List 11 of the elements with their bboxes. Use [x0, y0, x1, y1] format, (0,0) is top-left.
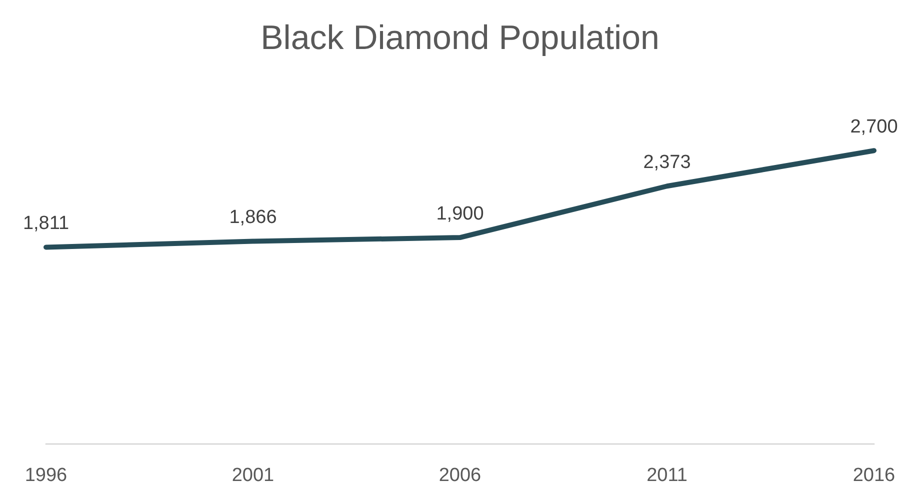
- data-label: 2,700: [850, 116, 898, 138]
- data-label: 1,811: [22, 213, 70, 234]
- x-tick-label: 2006: [438, 465, 482, 486]
- data-label: 2,373: [643, 152, 691, 174]
- data-label: 1,866: [229, 207, 277, 228]
- data-label: 1,900: [436, 204, 484, 225]
- chart-title: Black Diamond Population: [260, 19, 660, 57]
- x-tick-label: 2011: [646, 465, 688, 486]
- x-tick-label: 2016: [852, 465, 896, 486]
- x-tick-label: 2001: [232, 465, 274, 486]
- x-tick-label: 1996: [24, 465, 68, 486]
